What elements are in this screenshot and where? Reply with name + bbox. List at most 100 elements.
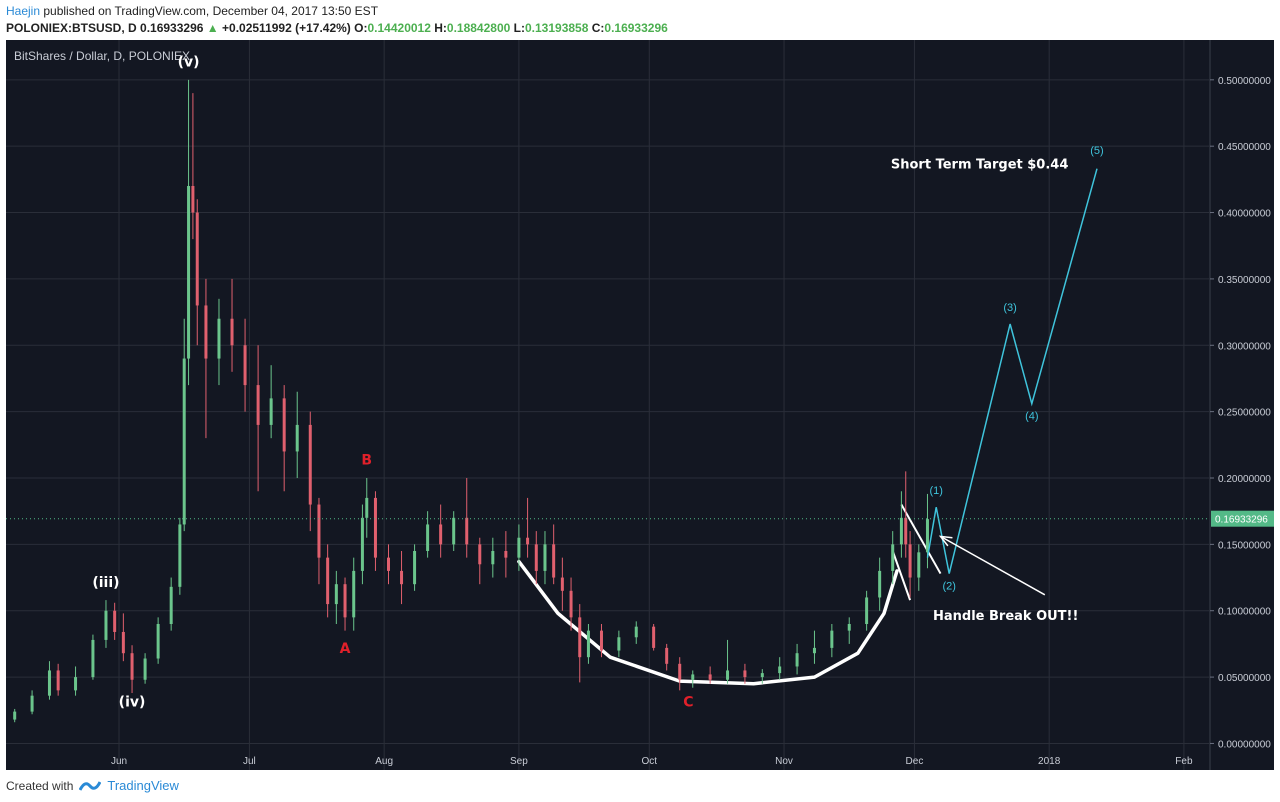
candle-body [156,624,160,659]
x-tick-label: Sep [510,756,528,767]
candle-body [400,570,404,585]
x-tick-label: Aug [375,756,393,767]
candle-body [143,658,147,680]
candle-body [413,551,417,585]
tradingview-logo-icon [79,780,102,791]
candle-body [47,670,51,696]
candle-body [665,647,669,664]
low-value: 0.13193858 [524,21,589,35]
candle-body [30,695,34,712]
publish-info: Haejin published on TradingView.com, Dec… [6,2,378,20]
annotation-label: B [361,453,372,469]
candle-body [195,212,199,306]
candle-body [187,186,191,359]
open-label: O: [354,21,368,35]
close-label: C: [591,21,605,35]
annotation-label: (iii) [92,575,119,591]
wave-label: (4) [1025,411,1038,423]
chart-background [6,40,1274,770]
x-tick-label: Jul [243,756,256,767]
high-value: 0.18842800 [446,21,511,35]
y-tick-label: 0.25000000 [1218,408,1271,419]
wave-label: (5) [1090,145,1103,157]
x-tick-label: Feb [1175,756,1193,767]
y-tick-label: 0.20000000 [1218,474,1271,485]
annotation-label: Short Term Target $0.44 [891,158,1069,173]
author-link[interactable]: Haejin [6,4,41,18]
candle-body [691,674,695,680]
y-tick-label: 0.15000000 [1218,540,1271,551]
x-tick-label: 2018 [1038,756,1061,767]
chart-panel[interactable]: 0.00000000 0.05000000 0.10000000 0.15000000… [6,40,1274,770]
tradingview-brand[interactable]: TradingView [107,778,179,793]
candle-body [904,517,908,545]
y-tick-label: 0.10000000 [1218,607,1271,618]
candle-body [104,610,108,640]
price-chart[interactable]: 0.00000000 0.05000000 0.10000000 0.15000000… [6,40,1274,770]
candle-body [426,524,430,551]
annotation-label: (v) [178,55,200,71]
current-price-label: 0.16933296 [1215,515,1268,526]
candle-body [726,670,730,680]
candle-body [91,639,95,678]
candle-body [317,504,321,558]
candle-body [217,318,221,359]
candle-body [617,637,621,651]
candle-body [891,544,895,571]
breakout-arrow-head-icon [938,535,953,547]
candle-body [74,677,78,691]
candle-body [269,398,273,425]
symbol-label: POLONIEX:BTSUSD, D [6,21,137,35]
handle-lower-line [891,550,912,601]
candle-body [543,544,547,571]
y-tick-label: 0.50000000 [1218,76,1271,87]
x-tick-label: Oct [642,756,658,767]
annotation-label: C [683,694,693,710]
annotation-label: Handle Break OUT!! [933,609,1078,624]
candle-body [452,517,456,545]
handle-upper-line [900,504,942,575]
candle-body [352,570,356,618]
candle-body [504,551,508,558]
candle-body [865,597,869,624]
candle-body [795,653,799,667]
candle-body [204,305,208,359]
candle-body [169,586,173,624]
x-tick-label: Dec [906,756,924,767]
candle-body [56,670,60,691]
candle-body [812,647,816,654]
candle-body [899,517,903,545]
candle-body [908,544,912,578]
ohlc-bar: POLONIEX:BTSUSD, D 0.16933296 ▲ +0.02511… [6,20,668,36]
candle-body [439,524,443,545]
candle-body [373,497,377,558]
candle-body [634,626,638,638]
wave-label: (3) [1003,302,1016,314]
y-tick-label: 0.45000000 [1218,142,1271,153]
candle-body [760,673,764,678]
y-tick-label: 0.05000000 [1218,673,1271,684]
candle-body [586,630,590,658]
candle-body [743,670,747,678]
x-tick-label: Jun [111,756,127,767]
candle-body [599,630,603,651]
candle-body [191,186,195,213]
annotation-label: A [340,641,351,657]
candle-body [917,552,921,578]
candle-body [121,631,125,654]
footer: Created with TradingView [6,778,179,793]
candle-body [282,398,286,452]
cup-curve [517,559,899,686]
published-text: published on TradingView.com, December 0… [40,4,379,18]
candle-body [552,544,556,578]
chart-title: BitShares / Dollar, D, POLONIEX [14,49,190,63]
candle-body [652,626,656,648]
change-value: +0.02511992 (+17.42%) [222,21,351,35]
elliott-projection-line [926,168,1098,574]
annotation-label: (iv) [119,694,146,710]
candle-body [830,630,834,648]
candle-body [847,624,851,631]
candle-body [925,519,929,553]
open-value: 0.14420012 [367,21,431,35]
candle-body [182,358,186,525]
